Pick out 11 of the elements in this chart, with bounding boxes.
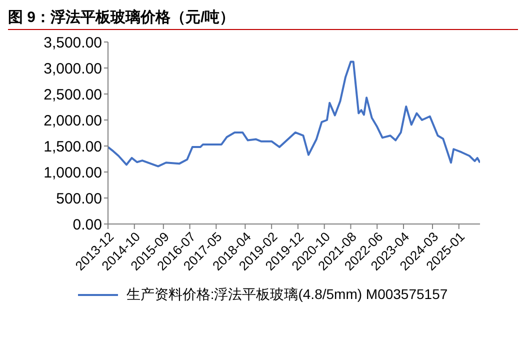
y-tick-label: 2,000.00 [44,112,102,130]
y-tick-label: 3,500.00 [44,34,102,52]
legend-label: 生产资料价格:浮法平板玻璃(4.8/5mm) M003575157 [126,286,448,304]
y-tick-label: 2,500.00 [44,86,102,104]
line-series [108,60,480,168]
y-tick-label: 0.00 [72,216,102,234]
y-tick-label: 1,500.00 [44,138,102,156]
chart-title: 图 9：浮法平板玻璃价格（元/吨） [8,8,518,30]
y-tick-label: 500.00 [56,190,102,208]
y-tick-label: 3,000.00 [44,60,102,78]
y-tick-label: 1,000.00 [44,164,102,182]
